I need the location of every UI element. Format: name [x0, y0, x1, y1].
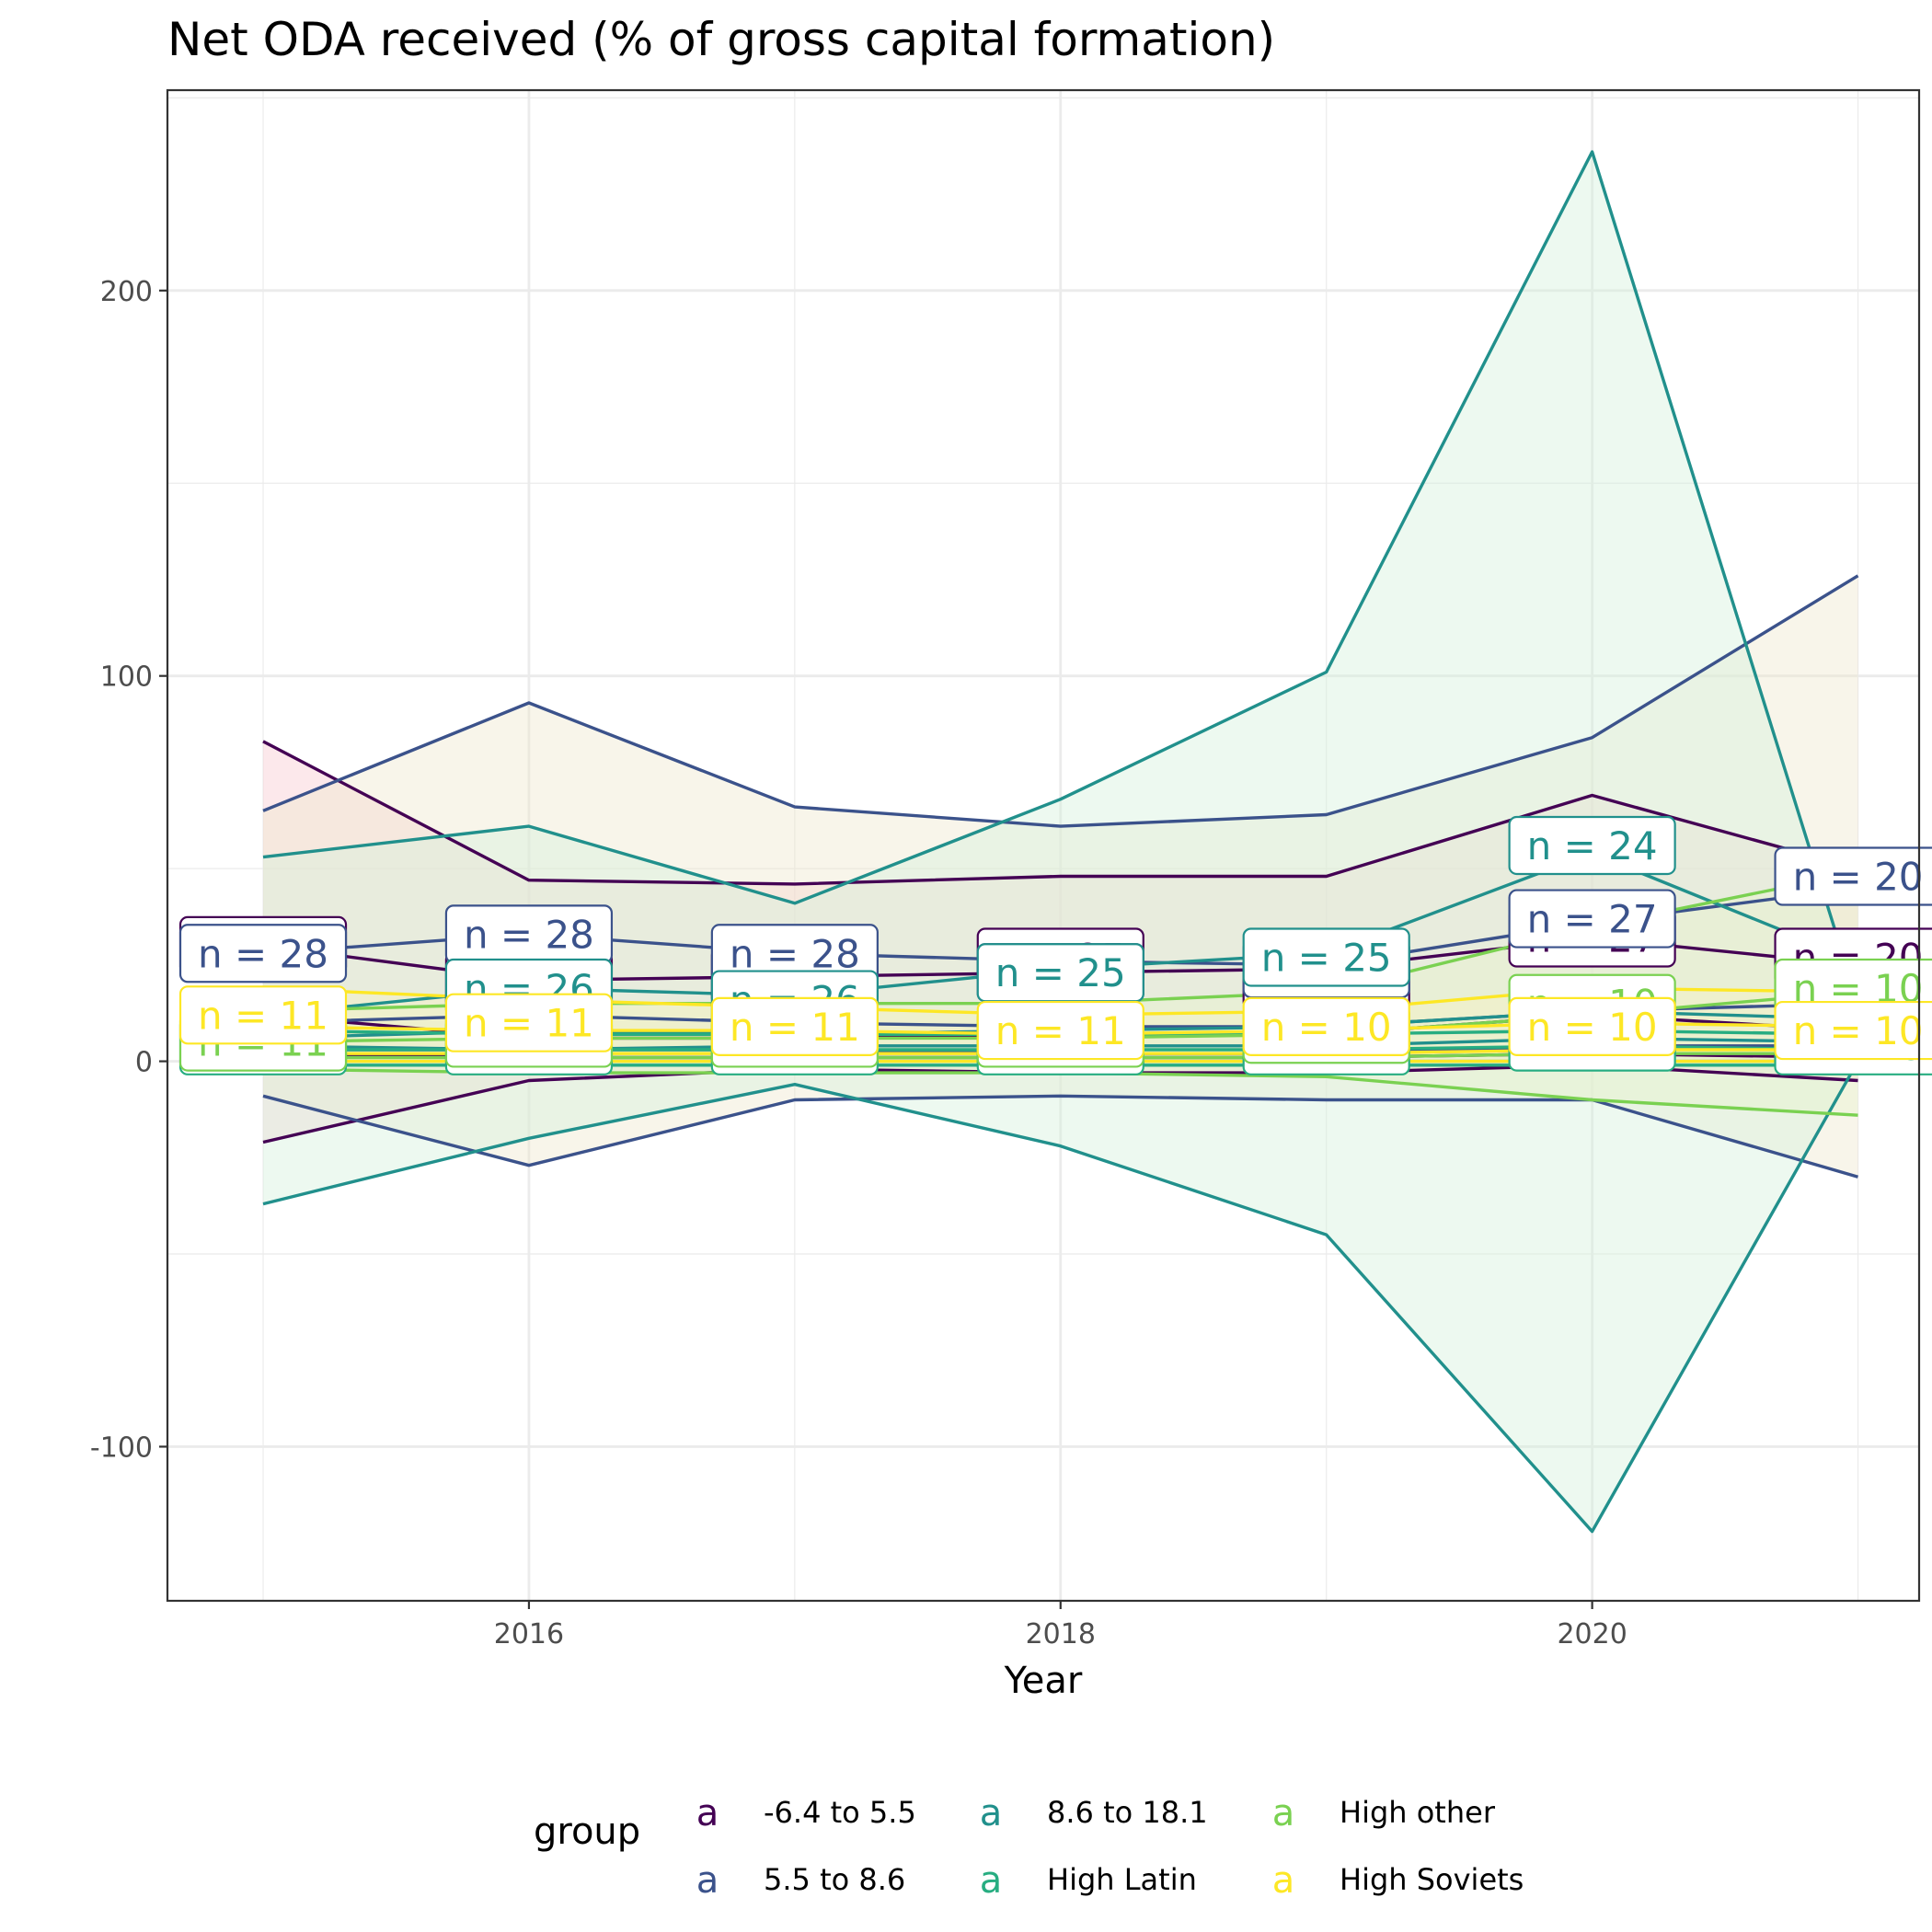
count-label: n = 24 [1527, 823, 1658, 868]
legend-label: 5.5 to 8.6 [764, 1862, 905, 1897]
panel-border [166, 88, 1921, 1603]
count-label: n = 11 [730, 1005, 860, 1050]
count-label: n = 27 [1527, 897, 1658, 942]
x-tick-label: 2016 [494, 1618, 564, 1650]
plot-panel: n = 28 n = 28 n = 28 n = 25 n = 25 n = 27 n = … [166, 88, 1932, 1603]
count-label: n = 10 [1793, 1008, 1924, 1053]
count-label-box [1508, 815, 1676, 876]
y-tick-label: 0 [135, 1047, 153, 1079]
count-label: n = 11 [198, 993, 328, 1038]
count-label: n = 25 [995, 950, 1126, 995]
legend-key-glyph: a [980, 1792, 1003, 1834]
count-label-box [178, 924, 348, 983]
count-label-box [1242, 927, 1410, 987]
count-label-box [444, 993, 614, 1052]
count-label-box [1508, 996, 1676, 1056]
legend-label: High other [1340, 1795, 1496, 1830]
count-label-box [710, 996, 879, 1056]
legend-key-glyph: a [1272, 1792, 1295, 1834]
count-label: n = 11 [464, 1001, 594, 1046]
count-label: n = 25 [1261, 935, 1392, 980]
count-labels: n = 28 n = 28 n = 28 n = 25 n = 25 n = 27 n = … [178, 815, 1932, 1075]
count-label-box [178, 985, 348, 1045]
count-label-box [1242, 996, 1410, 1056]
count-label: n = 28 [198, 931, 328, 976]
legend-title: group [534, 1811, 640, 1853]
x-tick-label: 2020 [1557, 1618, 1627, 1650]
legend-key-glyph: a [696, 1792, 719, 1834]
count-label: n = 11 [995, 1008, 1126, 1053]
count-label: n = 28 [730, 931, 860, 976]
axes: -100 0 100 200 2016 2018 2020 [90, 276, 1627, 1650]
legend: group a -6.4 to 5.5 a 5.5 to 8.6 a 8.6 to 18.… [534, 1792, 1524, 1902]
x-tick-label: 2018 [1026, 1618, 1096, 1650]
count-label-box [1774, 1000, 1932, 1061]
series-line [262, 740, 1858, 886]
count-label-box [1508, 889, 1676, 949]
legend-label: 8.6 to 18.1 [1047, 1795, 1208, 1830]
count-label: n = 10 [1261, 1005, 1392, 1050]
legend-key-glyph: a [1272, 1859, 1295, 1902]
count-label-box [976, 1000, 1144, 1061]
count-label: n = 20 [1793, 855, 1924, 900]
x-axis-title: Year [1004, 1660, 1083, 1702]
y-tick-label: 100 [100, 661, 153, 694]
series-line [262, 574, 1859, 828]
legend-label: -6.4 to 5.5 [764, 1795, 916, 1830]
legend-label: High Soviets [1340, 1862, 1524, 1897]
ribbon-area [263, 152, 1858, 1532]
legend-key-glyph: a [696, 1859, 719, 1902]
legend-label: High Latin [1047, 1862, 1197, 1897]
legend-key-glyph: a [980, 1859, 1003, 1902]
y-tick-label: 200 [100, 276, 153, 308]
count-label: n = 10 [1527, 1005, 1658, 1050]
count-label-box [1774, 846, 1932, 906]
series-line [262, 1060, 1859, 1534]
count-label: n = 28 [464, 912, 594, 957]
chart-title: Net ODA received (% of gross capital for… [167, 13, 1275, 66]
series-line [262, 150, 1860, 1005]
y-tick-label: -100 [90, 1432, 153, 1464]
